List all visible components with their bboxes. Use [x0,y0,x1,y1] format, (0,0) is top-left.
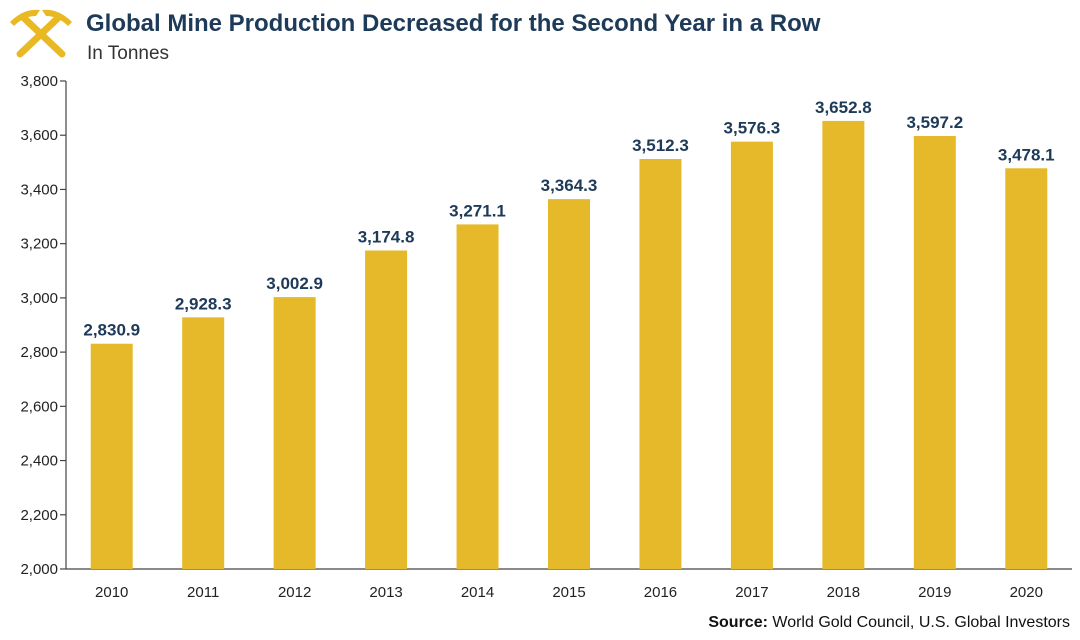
chart-header: Global Mine Production Decreased for the… [0,0,1080,80]
y-axis: 2,000 2,200 2,400 2,600 2,800 3,000 3,200 3,400… [20,73,67,578]
x-tick-label-2012: 2012 [278,584,311,601]
y-tick-label: 2,200 [20,507,58,524]
data-label-2019: 3,597.2 [906,113,963,132]
y-tick-label: 3,400 [20,181,58,198]
source-note: Source: World Gold Council, U.S. Global … [708,614,1070,632]
bar-2010 [90,343,133,569]
data-label-2015: 3,364.3 [541,176,598,195]
data-label-2017: 3,576.3 [724,119,781,138]
y-tick-label: 3,000 [20,290,58,307]
bar-2016 [639,158,682,570]
source-label: Source: [708,614,768,631]
bar-2011 [182,317,225,569]
bar-2019 [913,135,956,570]
x-tick-label-2016: 2016 [644,584,677,601]
data-label-2011: 2,928.3 [175,294,232,313]
y-tick-label: 3,200 [20,236,58,253]
crossed-pickaxes-icon [10,9,72,58]
x-tick-label-2020: 2020 [1010,584,1043,601]
bar-2017 [730,141,773,569]
bar-2012 [273,297,316,569]
data-label-2012: 3,002.9 [266,274,323,293]
x-axis: 2010 2011 2012 2013 2014 2015 2016 2017 2018 2019… [66,568,1072,601]
data-label-2010: 2,830.9 [83,321,140,340]
data-label-2020: 3,478.1 [998,145,1055,164]
y-tick-label: 2,800 [20,344,58,361]
bar-2013 [365,250,408,570]
bar-2014 [456,224,499,569]
x-tick-label-2014: 2014 [461,584,494,601]
bar-2015 [548,199,590,569]
data-label-2016: 3,512.3 [632,136,689,155]
chart-title: Global Mine Production Decreased for the… [86,10,821,37]
x-tick-label-2010: 2010 [95,584,128,601]
x-tick-label-2015: 2015 [552,584,585,601]
bar-2018 [822,120,865,569]
x-tick-label-2013: 2013 [369,584,402,601]
data-label-2013: 3,174.8 [358,227,415,246]
chart-subtitle: In Tonnes [87,43,170,64]
source-text: World Gold Council, U.S. Global Investor… [772,614,1070,631]
bar-series [90,120,1048,570]
y-tick-label: 2,000 [20,561,58,578]
x-tick-label-2011: 2011 [187,584,219,601]
data-label-2018: 3,652.8 [815,98,872,117]
y-tick-label: 3,600 [20,127,58,144]
bar-2020 [1005,168,1048,569]
data-label-2014: 3,271.1 [449,201,506,220]
y-tick-label: 2,600 [20,398,58,415]
x-tick-label-2017: 2017 [735,584,768,601]
data-labels: 2,830.9 2,928.3 3,002.9 3,174.8 3,271.1 3,364… [83,98,1054,340]
x-tick-label-2019: 2019 [918,584,951,601]
y-tick-label: 2,400 [20,453,58,470]
y-tick-label: 3,800 [20,73,58,90]
x-tick-label-2018: 2018 [827,584,860,601]
